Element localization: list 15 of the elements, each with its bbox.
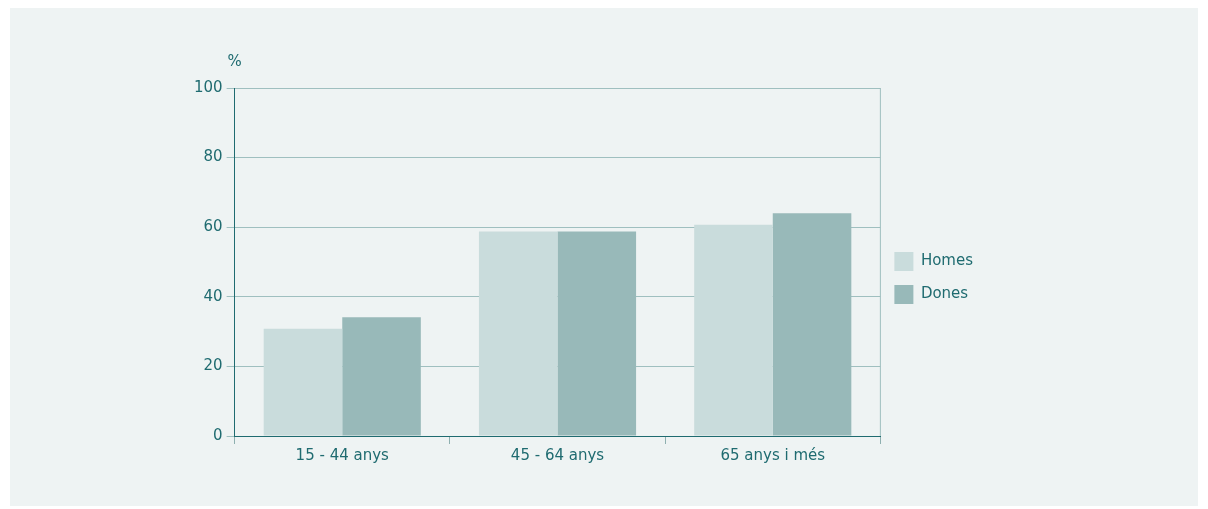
- y-tick-label: 0: [213, 425, 223, 444]
- x-tick-label: 15 - 44 anys: [295, 445, 390, 464]
- bar: [478, 231, 558, 436]
- y-axis-title: %: [227, 52, 242, 71]
- legend-label: Homes: [920, 251, 974, 270]
- x-tick-label: 45 - 64 anys: [510, 445, 605, 464]
- bar: [694, 224, 773, 436]
- y-tick-label: 100: [193, 77, 223, 96]
- y-tick-label: 60: [203, 217, 223, 236]
- y-tick-label: 40: [203, 286, 223, 305]
- y-tick-label: 20: [203, 356, 223, 375]
- x-tick-label: 65 anys i més: [720, 445, 826, 464]
- bar: [263, 328, 343, 436]
- legend-label: Dones: [920, 284, 969, 303]
- y-tick-label: 80: [203, 147, 223, 166]
